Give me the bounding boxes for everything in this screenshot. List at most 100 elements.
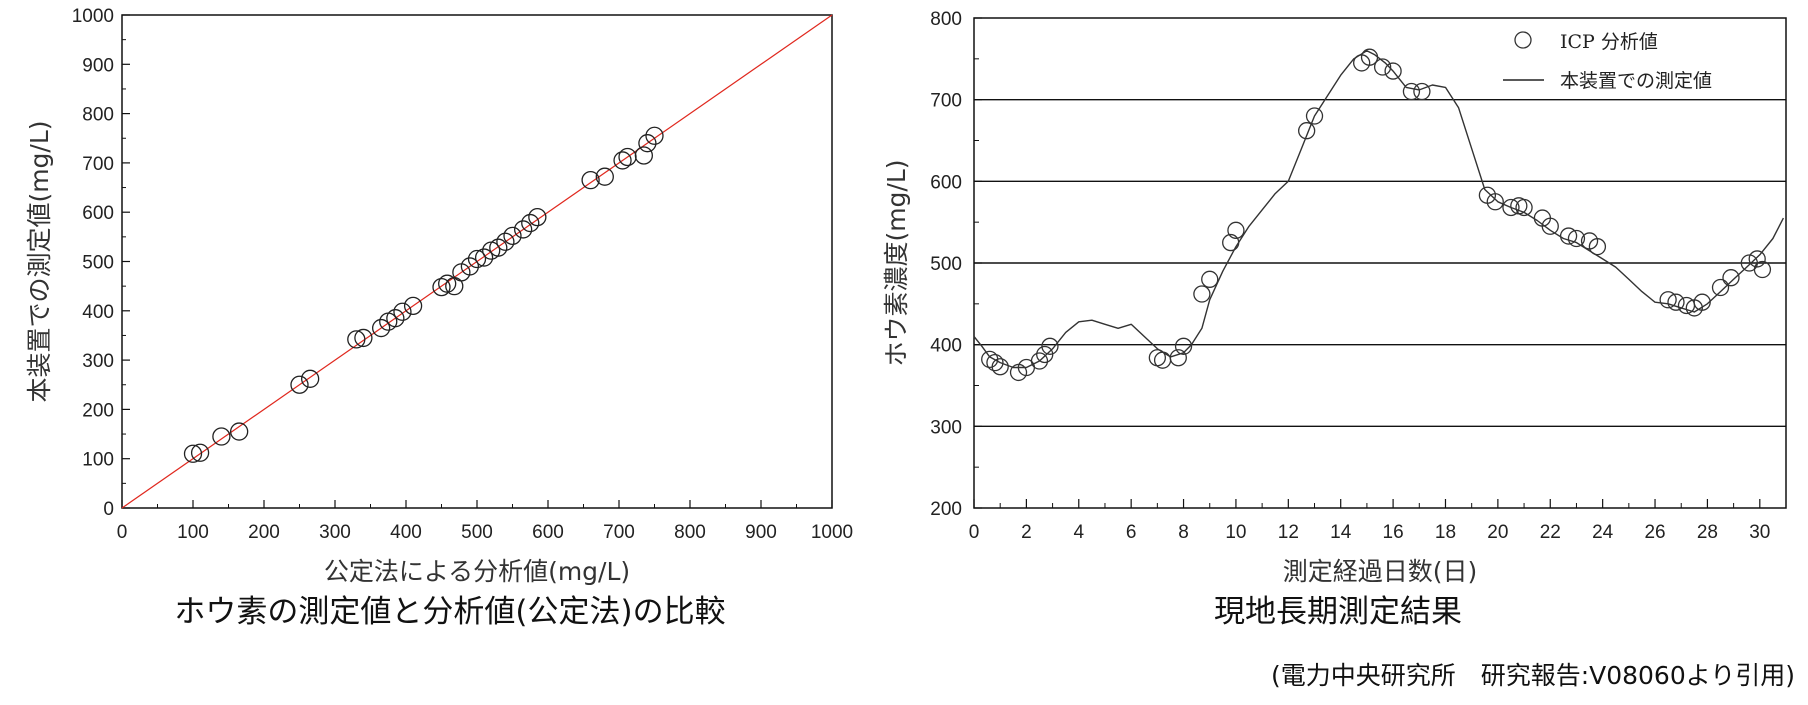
icp-data-point — [1298, 122, 1316, 140]
legend-label-icp: ICP 分析値 — [1560, 31, 1658, 53]
y-tick-label: 300 — [82, 351, 114, 372]
x-tick-label: 600 — [532, 522, 564, 543]
x-tick-label: 24 — [1592, 522, 1614, 543]
icp-data-point — [1502, 198, 1520, 217]
x-tick-label: 28 — [1697, 522, 1718, 543]
icp-data-point — [1541, 217, 1559, 235]
data-point — [613, 151, 632, 170]
data-point — [645, 126, 664, 145]
data-point — [503, 226, 522, 246]
x-tick-label: 200 — [248, 522, 280, 543]
x-tick-label: 26 — [1644, 522, 1665, 543]
data-point — [528, 207, 547, 227]
x-tick-label: 14 — [1330, 522, 1352, 543]
x-tick-label: 22 — [1540, 522, 1561, 543]
icp-data-point — [1588, 238, 1607, 256]
icp-data-point — [1174, 337, 1193, 355]
data-point — [496, 232, 515, 251]
scatter-chart: 0 100 200 300 400 500 600 700 800 900 1000 0 100 200 3… — [25, 6, 853, 586]
data-point — [354, 328, 373, 348]
x-tick-label: 0 — [969, 522, 980, 543]
x-tick-label: 800 — [674, 522, 706, 543]
icp-data-point — [1515, 198, 1533, 217]
data-point — [300, 369, 320, 388]
x-tick-label: 6 — [1126, 522, 1137, 543]
data-point — [403, 296, 423, 316]
y-tick-label: 200 — [930, 499, 962, 520]
y-tick-label: 500 — [82, 253, 114, 274]
icp-data-point — [1360, 48, 1379, 66]
icp-data-point — [1559, 227, 1578, 245]
x-tick-label: 20 — [1487, 522, 1508, 543]
icp-data-point — [1384, 62, 1402, 80]
icp-data-point — [1711, 278, 1730, 297]
plot-frame — [973, 17, 1787, 509]
x-tick-label: 30 — [1749, 522, 1770, 543]
data-point — [183, 444, 203, 463]
data-point — [581, 171, 600, 190]
icp-data-point — [1373, 58, 1392, 76]
x-tick-label: 12 — [1278, 522, 1299, 543]
x-tick-label: 10 — [1225, 522, 1246, 543]
icp-data-point — [1486, 193, 1504, 211]
icp-data-point — [1567, 229, 1586, 248]
x-tick-label: 700 — [603, 522, 635, 543]
y-tick-label: 200 — [82, 400, 114, 421]
data-point — [460, 257, 480, 276]
x-axis-label: 測定経過日数(日) — [1283, 557, 1478, 586]
y-tick-label: 800 — [930, 9, 962, 30]
y-tick-label: 400 — [82, 302, 114, 323]
x-tick-label: 900 — [745, 522, 777, 543]
x-tick-label: 2 — [1021, 522, 1032, 543]
y-tick-label: 600 — [930, 172, 962, 193]
x-axis-label: 公定法による分析値(mg/L) — [324, 557, 630, 586]
y-tick-label: 300 — [930, 417, 962, 438]
icp-data-point — [1659, 291, 1677, 309]
data-point — [595, 167, 614, 186]
icp-data-point — [1169, 349, 1187, 367]
y-tick-label: 400 — [930, 336, 962, 357]
left-chart-title: ホウ素の測定値と分析値(公定法)の比較 — [174, 594, 725, 630]
icp-data-point — [1041, 337, 1059, 355]
data-point — [347, 330, 366, 349]
icp-data-point — [1753, 260, 1772, 279]
x-tick-label: 0 — [117, 522, 128, 543]
icp-data-point — [1402, 82, 1421, 101]
icp-data-point — [1667, 293, 1685, 311]
legend-marker-icp — [1514, 31, 1532, 49]
x-tick-label: 300 — [319, 522, 351, 543]
data-point — [638, 134, 657, 153]
data-point — [489, 238, 508, 257]
icp-data-point — [1693, 293, 1711, 311]
icp-data-point — [1413, 82, 1431, 101]
measured-series-line — [973, 50, 1785, 369]
legend-label-line: 本装置での測定値 — [1560, 70, 1712, 92]
data-point — [190, 443, 210, 462]
y-tick-label: 500 — [930, 254, 962, 275]
y-tick-label: 900 — [82, 55, 114, 76]
x-tick-label: 1000 — [811, 522, 853, 543]
right-chart-title: 現地長期測定結果 — [1214, 594, 1462, 630]
icp-data-point — [1722, 269, 1740, 287]
x-tick-label: 500 — [461, 522, 493, 543]
data-point — [432, 277, 451, 297]
y-tick-label: 800 — [82, 105, 114, 126]
data-point — [386, 309, 405, 328]
data-point — [467, 249, 487, 269]
y-tick-label: 600 — [82, 203, 114, 224]
icp-data-point — [1222, 233, 1240, 252]
icp-data-point — [1748, 250, 1766, 268]
x-tick-label: 16 — [1383, 522, 1404, 543]
x-tick-label: 8 — [1178, 522, 1189, 543]
y-tick-label: 1000 — [72, 6, 114, 27]
data-point — [371, 318, 391, 338]
y-axis-label: ホウ素濃度(mg/L) — [882, 159, 911, 366]
data-point — [521, 213, 540, 233]
icp-data-point — [1305, 107, 1324, 125]
icp-data-point — [1227, 221, 1245, 239]
data-point — [474, 248, 494, 267]
source-note: (電力中央研究所 研究報告:V08060より引用) — [1271, 661, 1795, 690]
icp-data-point — [1030, 352, 1049, 370]
icp-data-point — [991, 358, 1009, 376]
